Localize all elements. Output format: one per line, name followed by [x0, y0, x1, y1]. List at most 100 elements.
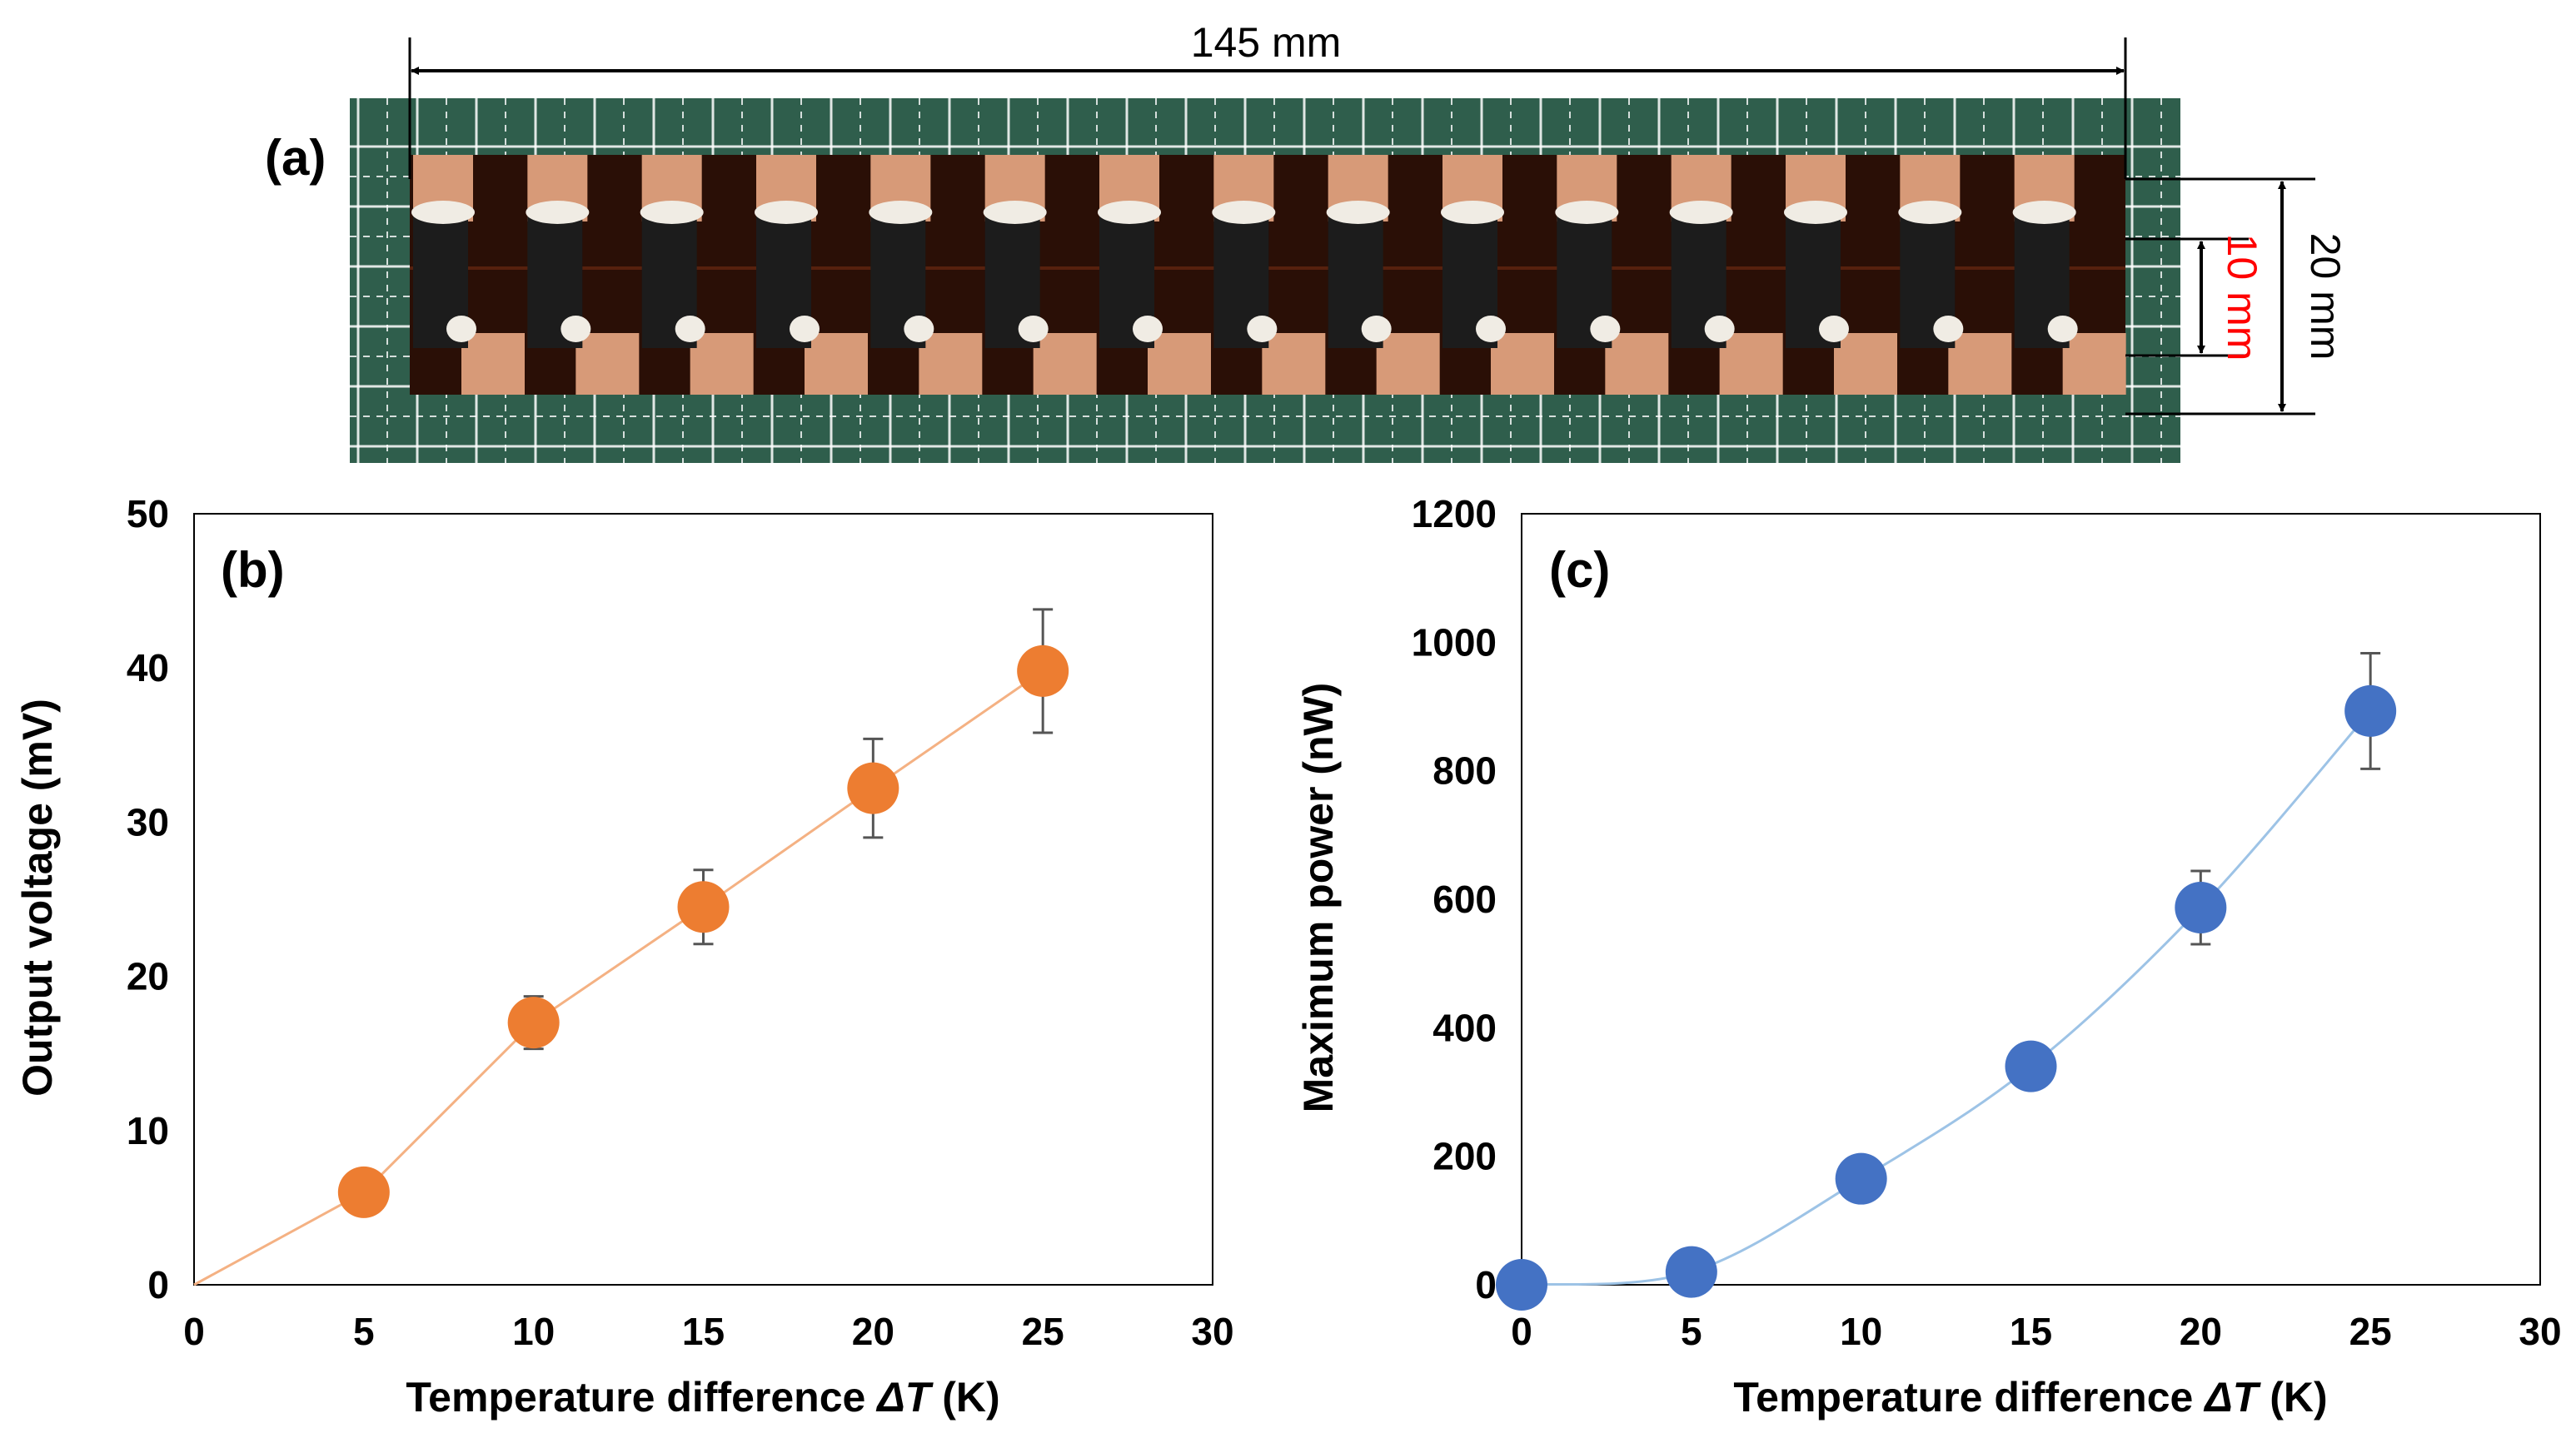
top-paste-contact: [1898, 201, 1962, 224]
bottom-paste-contact: [1476, 316, 1506, 342]
data-point-b: [847, 762, 899, 814]
top-paste-contact: [1098, 201, 1161, 224]
bottom-copper-electrode: [690, 333, 754, 395]
y-tick-label-b: 20: [127, 955, 169, 998]
x-tick-label-c: 10: [1840, 1310, 1882, 1353]
bottom-copper-electrode: [1948, 333, 2012, 395]
bottom-paste-contact: [904, 316, 934, 342]
bottom-copper-electrode: [1262, 333, 1326, 395]
bottom-copper-electrode: [1605, 333, 1669, 395]
inner-height-label: 10 mm: [2219, 234, 2265, 361]
data-point-b: [677, 881, 730, 933]
x-tick-label-c: 5: [1681, 1310, 1702, 1353]
y-axis-title-c: Maximum power (nW): [1295, 683, 1342, 1113]
bottom-copper-electrode: [1834, 333, 1897, 395]
x-tick-label-b: 20: [852, 1310, 894, 1353]
y-tick-label-b: 10: [127, 1109, 169, 1152]
data-point-c: [2344, 684, 2397, 737]
bottom-paste-contact: [561, 316, 591, 342]
data-point-c: [2005, 1040, 2057, 1092]
top-paste-contact: [1441, 201, 1504, 224]
data-point-b: [337, 1166, 390, 1218]
data-point-c: [1665, 1246, 1717, 1298]
data-point-b: [507, 997, 560, 1049]
bottom-copper-electrode: [1148, 333, 1211, 395]
bottom-copper-electrode: [575, 333, 640, 395]
top-paste-contact: [1212, 201, 1276, 224]
bottom-copper-electrode: [1376, 333, 1440, 395]
bottom-paste-contact: [1018, 316, 1049, 342]
x-tick-label-b: 0: [183, 1310, 205, 1353]
bottom-paste-contact: [1933, 316, 1964, 342]
x-axis-title-b: Temperature difference ΔT (K): [406, 1374, 999, 1421]
x-tick-label-c: 15: [2010, 1310, 2052, 1353]
x-tick-label-c: 30: [2519, 1310, 2561, 1353]
top-paste-contact: [1669, 201, 1733, 224]
plot-area-c: [1521, 513, 2541, 1286]
bottom-paste-contact: [446, 316, 476, 342]
device-photo-panel: (a) 145 mm 20 mm 10 mm: [265, 19, 2349, 477]
top-paste-contact: [983, 201, 1047, 224]
top-paste-contact: [1326, 201, 1390, 224]
x-tick-label-b: 5: [353, 1310, 375, 1353]
bottom-copper-electrode: [805, 333, 868, 395]
x-tick-label-c: 0: [1511, 1310, 1532, 1353]
top-paste-contact: [640, 201, 704, 224]
y-tick-label-c: 1200: [1412, 492, 1497, 535]
x-tick-label-b: 30: [1191, 1310, 1233, 1353]
height-label: 20 mm: [2302, 233, 2349, 361]
data-point-c: [1496, 1259, 1547, 1311]
top-paste-contact: [411, 201, 475, 224]
panel-b-label: (b): [221, 542, 285, 598]
top-paste-contact: [2012, 201, 2076, 224]
output-voltage-chart: 0 5 10 15 20 25 30 0 10 20 30 40 50 (b) Output volta…: [14, 492, 1234, 1421]
y-tick-label-b: 40: [127, 646, 169, 689]
bottom-copper-electrode: [1491, 333, 1554, 395]
top-paste-contact: [526, 201, 590, 224]
bottom-copper-electrode: [1719, 333, 1783, 395]
y-axis-title-b: Output voltage (mV): [14, 699, 61, 1097]
bottom-copper-electrode: [2062, 333, 2126, 395]
data-point-c: [1835, 1152, 1887, 1205]
bottom-paste-contact: [1247, 316, 1278, 342]
bottom-paste-contact: [1704, 316, 1735, 342]
x-tick-label-c: 25: [2349, 1310, 2392, 1353]
y-tick-label-c: 200: [1432, 1135, 1497, 1178]
x-tick-label-c: 20: [2180, 1310, 2222, 1353]
y-tick-label-b: 0: [147, 1263, 169, 1306]
y-tick-label-c: 1000: [1412, 620, 1497, 664]
x-tick-label-b: 25: [1022, 1310, 1064, 1353]
bottom-paste-contact: [790, 316, 820, 342]
bottom-copper-electrode: [461, 333, 525, 395]
top-paste-contact: [869, 201, 933, 224]
panel-a-label: (a): [265, 130, 326, 186]
top-paste-contact: [755, 201, 818, 224]
bottom-paste-contact: [1361, 316, 1392, 342]
bottom-paste-contact: [675, 316, 705, 342]
data-point-c: [2175, 882, 2227, 934]
y-tick-label-c: 800: [1432, 749, 1497, 793]
bottom-paste-contact: [2047, 316, 2078, 342]
y-tick-label-b: 30: [127, 800, 169, 843]
bottom-paste-contact: [1819, 316, 1849, 342]
bottom-paste-contact: [1133, 316, 1163, 342]
y-tick-label-c: 600: [1432, 878, 1497, 921]
y-tick-label-c: 400: [1432, 1006, 1497, 1049]
series-line-b: [193, 669, 1044, 1286]
bottom-copper-electrode: [919, 333, 983, 395]
y-tick-label-c: 0: [1475, 1263, 1497, 1306]
top-paste-contact: [1784, 201, 1847, 224]
x-tick-label-b: 10: [512, 1310, 555, 1353]
length-label: 145 mm: [1191, 19, 1342, 66]
panel-c-label: (c): [1549, 542, 1610, 598]
x-axis-title-c: Temperature difference ΔT (K): [1733, 1374, 2327, 1421]
bottom-paste-contact: [1590, 316, 1621, 342]
thermoelectric-device-photo: [350, 98, 2180, 477]
top-paste-contact: [1555, 201, 1619, 224]
bottom-copper-electrode: [1033, 333, 1097, 395]
maximum-power-chart: 0 5 10 15 20 25 30 0 200 400 600 800 1000 1200 (c) Ma…: [1295, 492, 2562, 1421]
data-point-b: [1017, 644, 1069, 697]
x-tick-label-b: 15: [682, 1310, 725, 1353]
y-tick-label-b: 50: [127, 492, 169, 535]
